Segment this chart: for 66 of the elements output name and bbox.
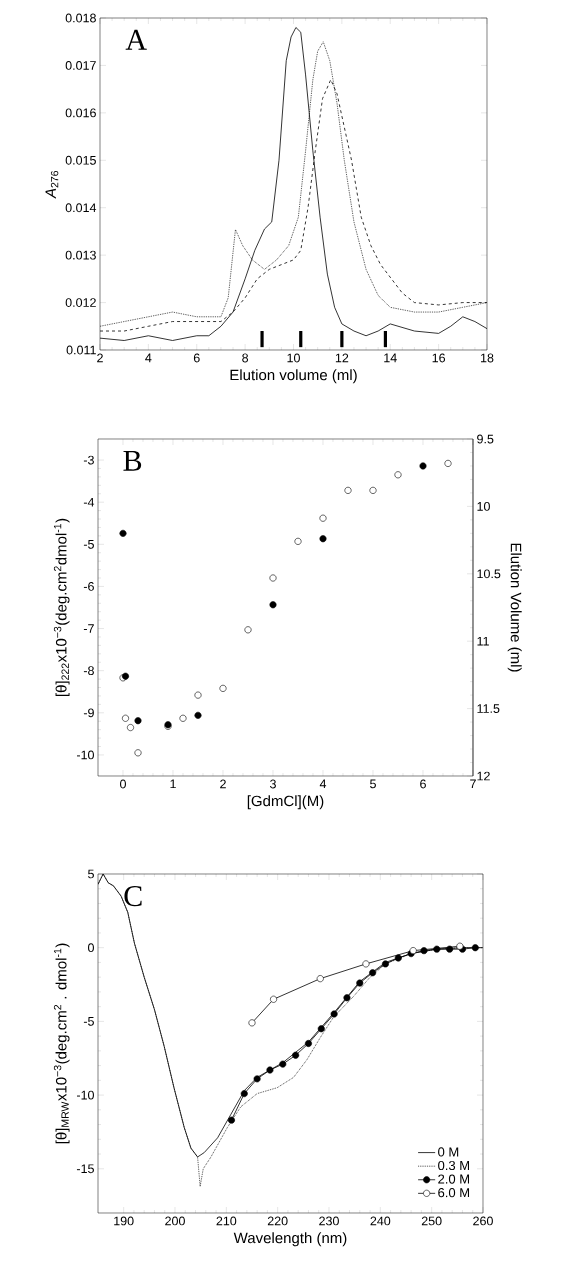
x-tick-label: 240 bbox=[370, 1216, 391, 1226]
x-tick-label: 4 bbox=[319, 779, 327, 789]
x-tick-label: 0 bbox=[120, 779, 126, 789]
y-tick-label: 0 bbox=[88, 943, 94, 953]
y2-tick-label: 11.5 bbox=[477, 704, 500, 713]
legend-label: 2.0 M bbox=[438, 1174, 470, 1184]
x-tick-label: 1 bbox=[170, 779, 176, 789]
y-tick-label: 0.018 bbox=[65, 13, 96, 23]
y-tick-label: -10 bbox=[76, 750, 94, 760]
x-axis-title: [GdmCl](M) bbox=[247, 795, 324, 810]
y-tick-label: 0.012 bbox=[65, 298, 96, 307]
x-tick-label: 4 bbox=[145, 353, 152, 363]
x-tick-label: 250 bbox=[421, 1216, 442, 1226]
x-tick-label: 190 bbox=[114, 1216, 134, 1226]
y-tick-label: 0.015 bbox=[65, 155, 96, 165]
x-tick-label: 210 bbox=[216, 1216, 237, 1226]
y-tick-label: 0.017 bbox=[65, 61, 96, 70]
y-tick-label: -4 bbox=[83, 497, 95, 507]
x-axis-title: Wavelength (nm) bbox=[233, 1232, 347, 1247]
y2-tick-label: 10.5 bbox=[477, 569, 501, 579]
text: [θ]$_{MRW}$x10$^{−3}$(deg.cm$^{2}$ . dmol$^{-1}$) bbox=[53, 943, 70, 1144]
x-tick-label: 200 bbox=[165, 1216, 185, 1226]
text: [θ]$_{222}$x10$^{−3}$(deg.cm$^{2}$dmol$^{-1}$) bbox=[53, 518, 70, 697]
y2-tick-label: 10 bbox=[477, 501, 490, 511]
y-tick-label: 0.014 bbox=[65, 203, 97, 213]
y-tick-label: 0.011 bbox=[66, 345, 96, 355]
y-tick-label: -9 bbox=[83, 708, 94, 718]
x-tick-label: 12 bbox=[335, 353, 349, 363]
y-tick-label: -15 bbox=[76, 1164, 94, 1174]
y-tick-label: -5 bbox=[83, 1017, 94, 1026]
y-tick-label: -6 bbox=[83, 582, 94, 591]
y-tick-label: -8 bbox=[83, 666, 94, 676]
y-tick-label: -3 bbox=[83, 455, 94, 465]
y-tick-label: -5 bbox=[83, 539, 94, 549]
x-tick-label: 3 bbox=[269, 779, 276, 789]
annotation: B bbox=[123, 450, 142, 471]
annotation: C bbox=[124, 886, 142, 907]
y2-tick-label: 12 bbox=[477, 771, 490, 781]
x-tick-label: 2 bbox=[220, 779, 226, 789]
legend-label: 0 M bbox=[438, 1147, 459, 1157]
x-tick-label: 16 bbox=[432, 353, 446, 363]
y2-tick-label: 9.5 bbox=[477, 434, 494, 444]
x-tick-label: 10 bbox=[287, 353, 300, 363]
y2-tick-label: 11 bbox=[477, 636, 489, 646]
annotation: A bbox=[125, 29, 147, 50]
x-tick-label: 6 bbox=[420, 779, 426, 789]
x-tick-label: 220 bbox=[267, 1216, 288, 1226]
legend-label: 6.0 M bbox=[438, 1188, 470, 1198]
x-tick-label: 8 bbox=[242, 353, 249, 363]
y-tick-label: -7 bbox=[83, 624, 94, 633]
x-tick-label: 14 bbox=[384, 353, 397, 363]
y-tick-label: -10 bbox=[76, 1090, 94, 1100]
y-tick-label: 0.016 bbox=[65, 108, 96, 118]
x-tick-label: 7 bbox=[470, 779, 476, 789]
x-tick-label: 6 bbox=[193, 353, 200, 363]
x-tick-label: 5 bbox=[370, 779, 376, 789]
y-tick-label: 5 bbox=[88, 869, 94, 879]
x-tick-label: 18 bbox=[481, 353, 494, 363]
x-tick-label: 2 bbox=[97, 353, 103, 363]
x-tick-label: 230 bbox=[319, 1216, 339, 1226]
x-tick-label: 260 bbox=[473, 1216, 493, 1226]
y-axis-title: A$_{276}$ bbox=[45, 170, 59, 199]
x-axis-title: Elution volume (ml) bbox=[230, 369, 357, 384]
y-tick-label: 0.013 bbox=[65, 250, 96, 260]
y2-axis-title: Elution Volume (ml) bbox=[507, 543, 522, 672]
legend-label: 0.3 M bbox=[438, 1160, 470, 1171]
